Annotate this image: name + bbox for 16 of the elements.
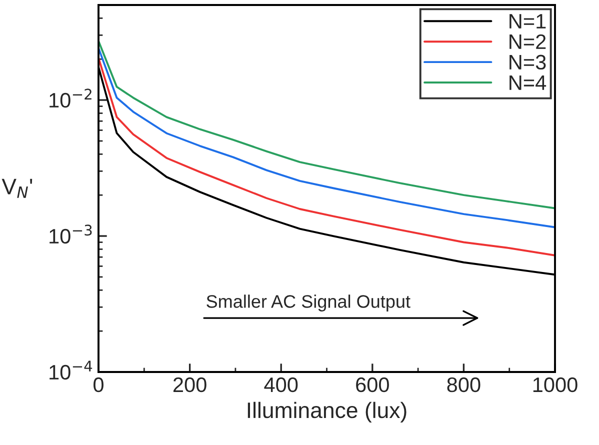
y-tick-label: 10$^{−3}$ — [50, 224, 92, 244]
x-tick-label: 400 — [264, 377, 298, 392]
legend-label: N=2 — [510, 34, 546, 49]
x-axis-title: Illuminance (lux) — [248, 402, 406, 423]
x-tick-label: 800 — [447, 377, 480, 392]
legend-label: N=3 — [510, 54, 546, 70]
legend-label: N=1 — [510, 14, 546, 28]
x-tick-label: 0 — [94, 377, 104, 392]
y-tick-label: 10$^{−2}$ — [50, 88, 92, 108]
annotation: Smaller AC Signal Output — [206, 294, 410, 312]
y-axis-title: V$_{N}$' — [2, 178, 32, 198]
legend-label: N=4 — [510, 75, 546, 90]
y-tick-label: 10$^{−4}$ — [50, 360, 92, 380]
x-tick-label: 1000 — [533, 377, 578, 392]
x-tick-label: 600 — [356, 377, 389, 392]
x-tick-label: 200 — [173, 377, 206, 392]
